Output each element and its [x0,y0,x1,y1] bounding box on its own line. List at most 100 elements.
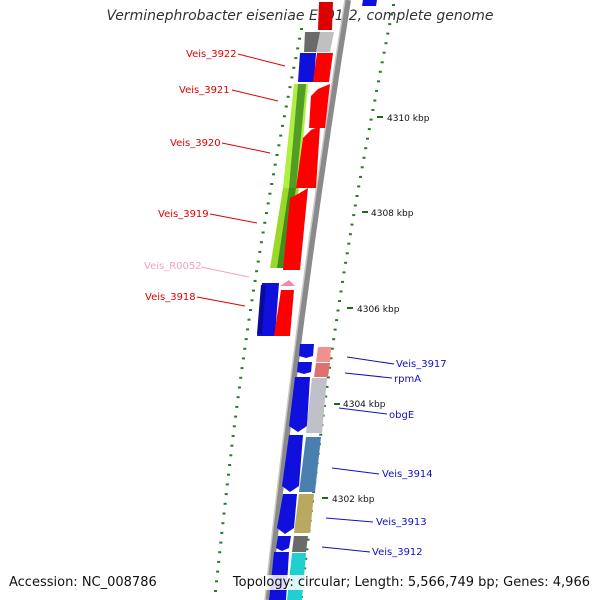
label-veis3912[interactable]: Veis_3912 [372,547,423,558]
ring-dot [253,279,257,282]
gene-rpma-arrow[interactable] [297,362,312,374]
label-obge[interactable]: obgE [389,410,414,421]
label-veis3920[interactable]: Veis_3920 [170,138,221,149]
gene-veis3913-arrow[interactable] [277,494,297,534]
gene-veis3922-arrow[interactable] [313,53,333,82]
label-veis3918[interactable]: Veis_3918 [145,292,196,303]
ring-dot [265,212,268,215]
inner-tick-ring [214,28,303,592]
ring-dot [234,415,238,418]
ring-dot [305,548,309,551]
ring-dot [360,166,364,169]
gene-block[interactable] [304,32,320,52]
label-rpma[interactable]: rpmA [394,374,421,385]
gene-veis3921-arrow[interactable] [309,84,330,128]
ring-dot [344,261,348,264]
scale-label-4308: 4308 kbp [371,209,414,219]
ring-dot [219,541,223,544]
ring-dot [281,124,284,127]
left-gene-labels: Veis_3922 Veis_3921 Veis_3920 Veis_3919 … [144,49,237,303]
ring-dot [259,241,263,244]
ring-dot [326,376,330,379]
scale-ticks: 4310 kbp 4308 kbp 4306 kbp 4304 kbp 4302… [322,114,430,505]
ring-dot [362,156,366,159]
ring-dot [241,357,245,360]
ring-dot [347,242,351,245]
label-veis3922[interactable]: Veis_3922 [186,49,237,60]
ring-dot [338,300,341,302]
ring-dot [294,57,298,60]
ring-dot [382,51,386,54]
ring-dot [341,280,344,283]
ring-dot [350,223,354,226]
ring-dot [366,137,369,140]
forward-strand-red-genes [274,2,334,336]
ring-dot [231,435,235,437]
ring-dot [222,512,226,515]
ring-dot [288,86,292,89]
gene-rna-r0052[interactable] [280,280,295,286]
ring-dot [357,185,361,188]
ring-dot [359,175,362,178]
ring-dot [329,357,333,360]
gene-veis3914-arrow[interactable] [282,435,303,492]
ring-dot [377,80,380,83]
ring-dot [255,270,259,273]
ring-dot [364,147,368,150]
ring-dot [214,590,217,592]
ring-dot [256,260,260,263]
ring-dot [273,163,277,166]
gene-obge-arrow[interactable] [289,377,310,432]
ring-dot [270,183,274,185]
ring-dot [279,134,283,137]
label-veis3919[interactable]: Veis_3919 [158,209,209,220]
ring-dot [392,4,395,6]
ring-dot [249,309,252,311]
ring-dot [303,567,307,570]
scale-label-4310: 4310 kbp [387,114,430,124]
ring-dot [339,290,343,293]
ring-dot [244,338,248,341]
gene-veis3919-arrow[interactable] [283,188,308,270]
label-veis-r0052[interactable]: Veis_R0052 [144,261,202,272]
ring-dot [333,328,337,331]
ring-dot [345,252,349,255]
gene-veis3920-arrow[interactable] [296,126,320,188]
gene-veis3918-arrow[interactable] [274,290,294,336]
ring-dot [369,118,373,121]
genome-backbone [264,0,351,600]
ring-dot [252,289,255,292]
label-veis3917[interactable]: Veis_3917 [396,359,447,370]
ring-dot [246,328,250,331]
ring-dot [367,128,371,131]
gene-arrow[interactable] [362,0,377,6]
ring-dot [352,214,356,217]
label-veis3913[interactable]: Veis_3913 [376,517,427,528]
ring-dot [230,444,234,447]
ring-dot [373,99,377,102]
ring-dot [221,522,225,525]
ring-dot [235,405,239,408]
ring-dot [266,202,270,205]
ring-dot [353,204,357,207]
ring-dot [223,502,227,505]
label-leaders [196,53,395,553]
ring-dot [232,425,236,428]
ring-dot [220,531,224,534]
label-veis3921[interactable]: Veis_3921 [179,85,230,96]
gene-veis3917-arrow[interactable] [299,344,314,358]
ring-dot [304,557,308,560]
ring-dot [240,367,244,370]
ring-dot [348,233,352,236]
ring-dot [236,396,240,399]
gene-veis3922-protein[interactable] [298,53,316,82]
ring-dot [218,551,222,554]
ring-dot [263,221,267,224]
ring-dot [284,105,288,108]
ring-dot [272,173,275,176]
ring-dot [227,473,230,476]
ring-dot [371,109,375,111]
label-veis3914[interactable]: Veis_3914 [382,469,433,480]
ring-dot [277,144,281,147]
